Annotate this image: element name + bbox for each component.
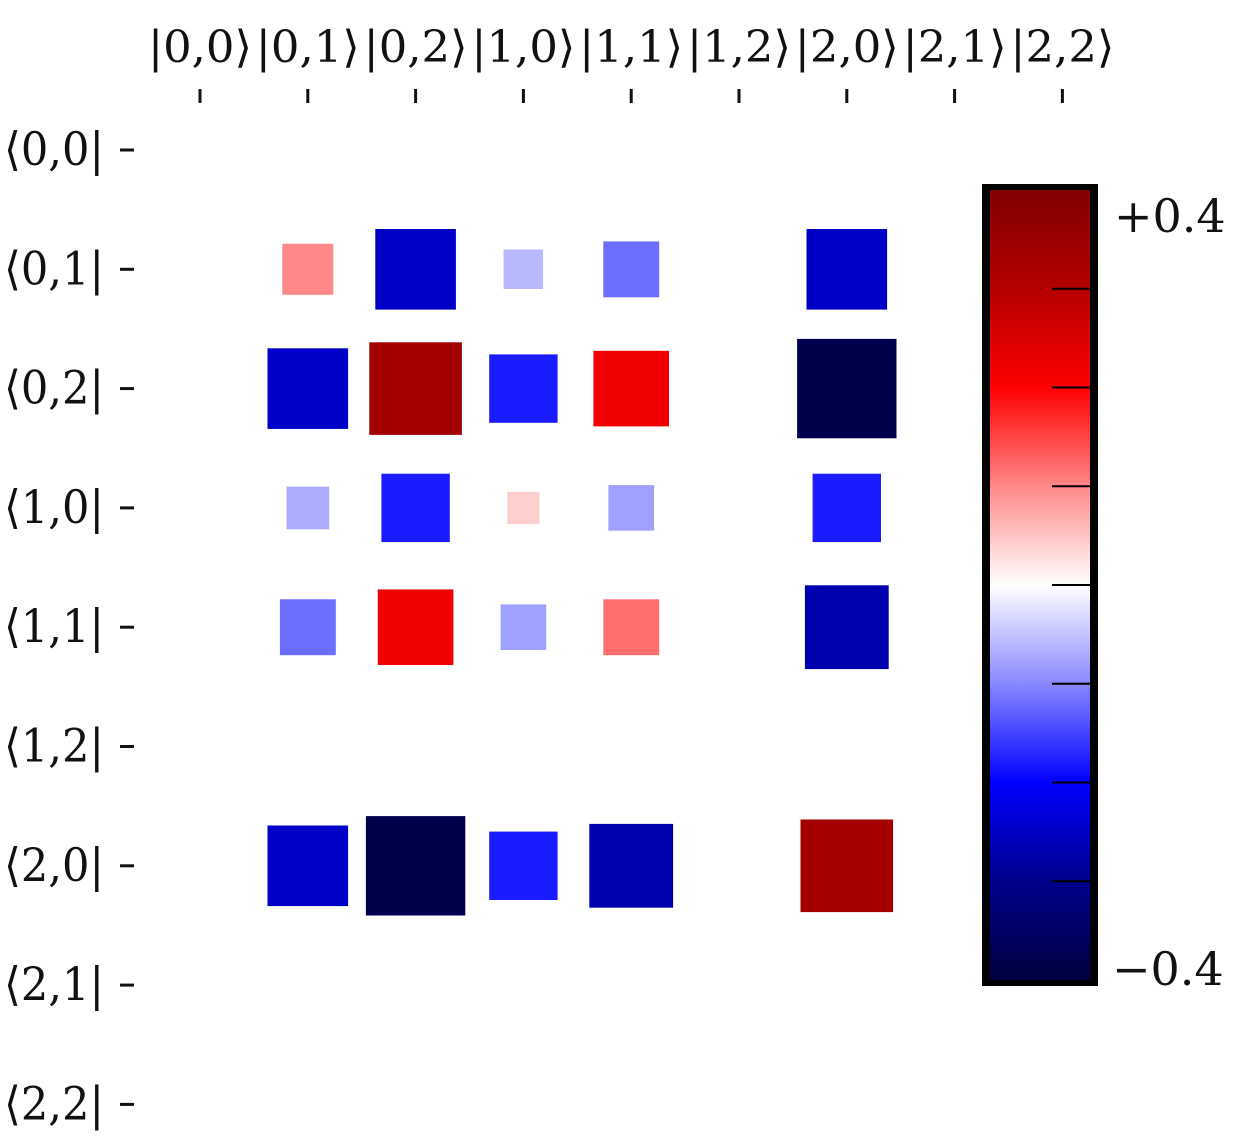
- matrix-cell-1-2: [375, 229, 456, 310]
- matrix-cell-2-4: [593, 350, 669, 427]
- x-tick-label: |0,1⟩: [256, 22, 360, 73]
- x-tick-label: |1,2⟩: [687, 22, 791, 73]
- y-tick-label: ⟨0,0|: [4, 122, 104, 176]
- y-axis: ⟨0,0| ⟨0,1| ⟨0,2| ⟨1,0| ⟨1,1| ⟨1,2| ⟨2,0| ⟨2,1|…: [4, 122, 134, 1130]
- x-tick-label: |1,1⟩: [579, 22, 683, 73]
- matrix-cell-2-3: [489, 354, 558, 423]
- matrix-cell-2-1: [267, 348, 349, 429]
- matrix-cell-6-2: [365, 816, 466, 916]
- matrix-cell-1-1: [282, 243, 334, 295]
- x-axis: |0,0⟩ |0,1⟩ |0,2⟩ |1,0⟩ |1,1⟩ |1,2⟩ |2,0⟩ |2,1⟩…: [148, 22, 1114, 103]
- matrix-cell-3-1: [286, 486, 330, 530]
- matrix-cell-4-1: [279, 599, 336, 656]
- matrix-cell-4-6: [804, 585, 889, 670]
- matrix-cell-1-4: [603, 241, 660, 298]
- colorbar-max-label: +0.4: [1114, 189, 1226, 243]
- matrix-cell-6-1: [267, 825, 349, 907]
- matrix-cell-4-2: [377, 589, 454, 665]
- x-tick-label: |2,2⟩: [1010, 22, 1114, 73]
- y-tick-label: ⟨1,2|: [4, 719, 104, 773]
- matrix-cell-6-4: [589, 823, 674, 908]
- matrix-cell-1-3: [503, 249, 544, 289]
- matrix-cell-3-6: [812, 473, 881, 543]
- y-tick-label: ⟨2,0|: [4, 838, 104, 892]
- y-tick-label: ⟨1,1|: [4, 599, 104, 653]
- colorbar-min-label: −0.4: [1112, 942, 1224, 996]
- x-tick-label: |1,0⟩: [471, 22, 575, 73]
- matrix-cell-3-4: [608, 485, 654, 531]
- y-tick-label: ⟨0,2|: [4, 361, 104, 415]
- matrix-cell-6-6: [800, 819, 894, 913]
- colorbar: +0.4 −0.4: [982, 184, 1226, 996]
- y-tick-label: ⟨0,1|: [4, 241, 104, 295]
- x-tick-label: |2,1⟩: [903, 22, 1007, 73]
- y-tick-label: ⟨2,1|: [4, 957, 104, 1011]
- matrix-cell-4-4: [603, 599, 660, 656]
- x-tick-label: |2,0⟩: [795, 22, 899, 73]
- x-tick-label: |0,0⟩: [148, 22, 252, 73]
- matrix-cell-6-3: [489, 831, 558, 900]
- y-tick-label: ⟨2,2|: [4, 1076, 104, 1130]
- x-tick-label: |0,2⟩: [364, 22, 468, 73]
- matrix-cell-2-2: [369, 342, 462, 435]
- matrix-cells: [267, 229, 897, 916]
- matrix-cell-1-6: [806, 229, 888, 310]
- colorbar-ticks: [1052, 287, 1090, 883]
- matrix-cell-3-3: [507, 491, 540, 525]
- y-tick-label: ⟨1,0|: [4, 480, 104, 534]
- matrix-cell-3-2: [381, 473, 450, 543]
- matrix-cell-2-6: [797, 338, 897, 439]
- matrix-cell-4-3: [500, 604, 547, 650]
